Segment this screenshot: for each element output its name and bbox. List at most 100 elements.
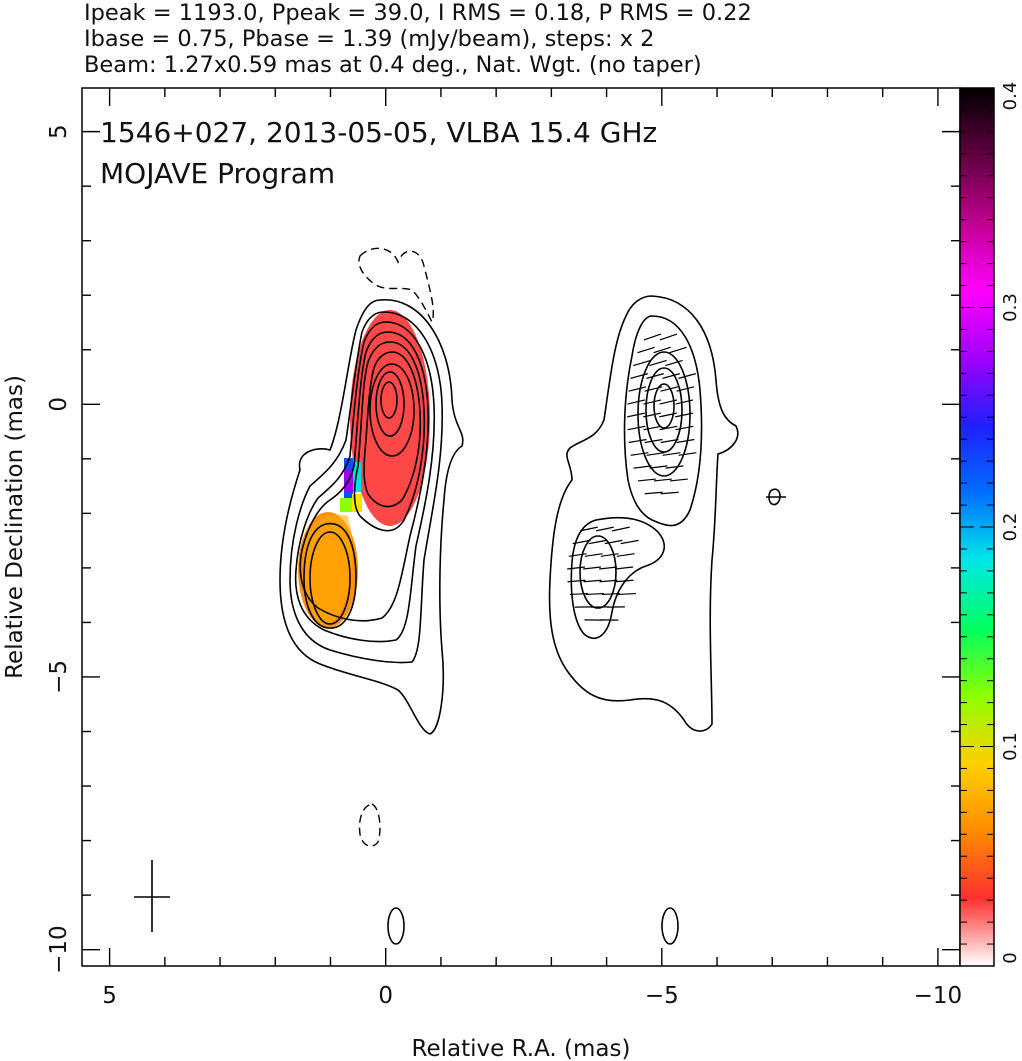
- evpa-tick: [599, 579, 618, 583]
- evpa-tick: [644, 438, 663, 444]
- evpa-tick: [630, 452, 649, 456]
- axis-ticks: [82, 88, 960, 966]
- negative-contour-south: [358, 803, 381, 847]
- axis-tick-labels: 5 0 −5 −10 5 0 −5 −10: [46, 124, 962, 1009]
- y-tick-label: −5: [46, 660, 72, 694]
- evpa-tick: [644, 491, 663, 495]
- evpa-tick: [678, 452, 697, 456]
- evpa-tick: [644, 386, 663, 392]
- evpa-tick: [599, 566, 618, 570]
- isolated-contour-left: [387, 907, 405, 945]
- evpa-tick: [633, 465, 652, 469]
- chart-title: 1546+027, 2013-05-05, VLBA 15.4 GHz: [100, 116, 657, 149]
- evpa-tick: [665, 359, 683, 367]
- evpa-tick: [646, 452, 665, 456]
- evpa-tick: [676, 386, 695, 392]
- evpa-tick: [630, 373, 649, 379]
- y-tick-label: 5: [46, 124, 72, 139]
- evpa-tick: [653, 346, 671, 354]
- evpa-tick: [643, 425, 662, 431]
- evpa-tick: [659, 425, 678, 431]
- contour-level-7: [369, 363, 415, 457]
- pol-contour-core-4: [653, 383, 675, 429]
- evpa-tick: [649, 359, 667, 367]
- bridge-polarization-yellow: [352, 494, 362, 512]
- y-axis-title: Relative Declination (mas): [2, 375, 28, 679]
- colorbar-tick-label: 0.3: [1000, 293, 1021, 322]
- evpa-tick: [568, 553, 587, 557]
- evpa-tick: [662, 373, 681, 379]
- plot-frame: [81, 87, 961, 967]
- evpa-tick: [643, 333, 662, 341]
- evpa-tick: [660, 438, 679, 444]
- evpa-tick: [572, 539, 591, 545]
- header-line-3: Beam: 1.27x0.59 mas at 0.4 deg., Nat. Wg…: [84, 52, 702, 78]
- knot-contour-outer: [303, 522, 357, 629]
- pol-contour-knot-2: [579, 535, 617, 609]
- pol-contour-core-3: [645, 367, 683, 453]
- evpa-tick: [596, 526, 614, 532]
- contour-level-5: [353, 341, 426, 532]
- evpa-tick: [627, 399, 646, 405]
- colorbar-tick-label: 0.4: [1000, 82, 1021, 111]
- chart-subtitle: MOJAVE Program: [100, 157, 335, 190]
- evpa-tick: [617, 592, 636, 596]
- evpa-tick: [567, 579, 586, 583]
- evpa-tick: [633, 359, 651, 367]
- evpa-tick: [583, 579, 602, 583]
- evpa-tick: [643, 412, 661, 418]
- knot-contour-inner: [309, 531, 351, 625]
- evpa-tick: [612, 526, 630, 532]
- contour-level-3: [294, 321, 436, 643]
- contour-level-1: [279, 299, 464, 735]
- x-tick-label: −10: [914, 983, 963, 1009]
- evpa-tick: [675, 425, 694, 431]
- evpa-tick: [615, 579, 634, 583]
- evpa-tick: [665, 465, 684, 469]
- contour-level-9: [380, 381, 398, 419]
- evpa-tick: [569, 592, 588, 596]
- evpa-tick: [659, 333, 678, 341]
- knot-polarization-fill-edge: [303, 514, 353, 625]
- evpa-tick: [660, 491, 679, 495]
- evpa-tick: [669, 478, 688, 482]
- bridge-polarization-green: [340, 498, 354, 512]
- colorbar-tick-label: 0.1: [1000, 732, 1021, 761]
- evpa-tick: [588, 539, 607, 545]
- evpa-tick: [567, 566, 586, 570]
- pol-contour-knot-1: [570, 516, 666, 639]
- evpa-tick: [678, 373, 697, 379]
- evpa-tick: [662, 452, 681, 456]
- beam-marker: [134, 860, 170, 932]
- pol-contour-outer: [548, 295, 739, 732]
- evpa-tick: [659, 399, 678, 405]
- left-panel-contours: [279, 247, 464, 945]
- negative-contour-north: [358, 247, 434, 324]
- evpa-tick: [637, 478, 656, 482]
- pol-contour-isolated-south: [661, 907, 679, 945]
- evpa-tick: [615, 566, 634, 570]
- evpa-tick: [628, 438, 647, 444]
- x-axis-title: Relative R.A. (mas): [412, 1036, 631, 1061]
- header-line-1: Ipeak = 1193.0, Ppeak = 39.0, I RMS = 0.…: [84, 0, 752, 26]
- contour-level-8: [375, 371, 405, 437]
- evpa-tick: [600, 553, 619, 557]
- x-tick-label: 0: [378, 983, 393, 1009]
- evpa-tick: [643, 399, 662, 405]
- x-tick-label: 5: [102, 983, 117, 1009]
- evpa-tick: [580, 526, 598, 532]
- evpa-tick: [627, 412, 645, 418]
- bridge-polarization-cyan: [353, 462, 361, 492]
- contour-level-2: [289, 311, 444, 664]
- evpa-tick: [585, 592, 604, 596]
- evpa-tick: [628, 386, 647, 392]
- y-tick-label: −10: [46, 925, 72, 974]
- evpa-tick: [616, 553, 635, 557]
- evpa-tick: [627, 425, 646, 431]
- evpa-tick: [675, 399, 694, 405]
- evpa-tick: [675, 412, 693, 418]
- evpa-tick: [649, 465, 668, 469]
- y-tick-label: 0: [46, 397, 72, 412]
- header-line-2: Ibase = 0.75, Pbase = 1.39 (mJy/beam), s…: [84, 26, 655, 52]
- evpa-vector-ticks: [567, 333, 697, 621]
